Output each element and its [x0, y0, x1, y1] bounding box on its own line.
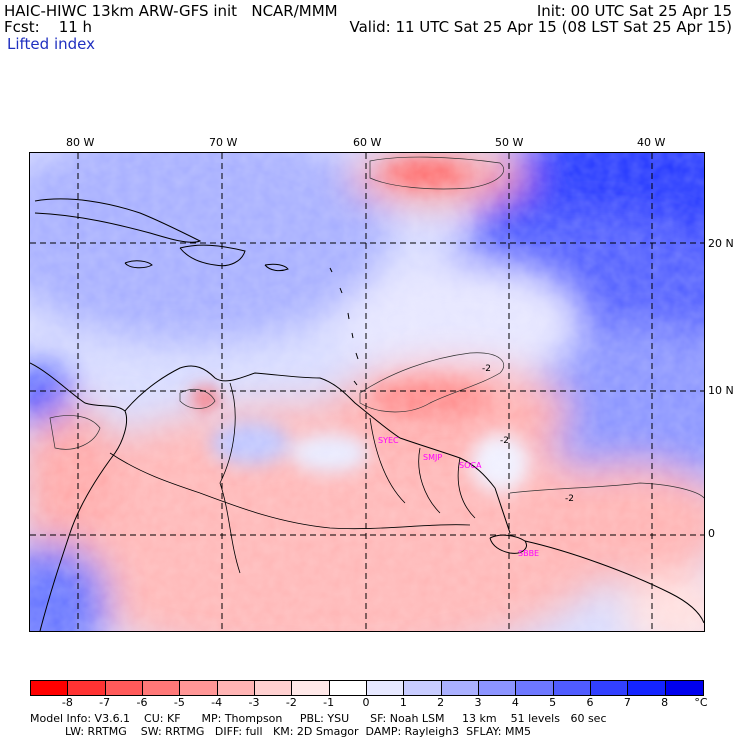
forecast-hour: Fcst: 11 h: [4, 18, 93, 36]
contours: [49, 156, 704, 499]
colorbar-tick-label: -8: [61, 696, 73, 709]
colorbar-swatch: [403, 680, 442, 696]
colorbar-swatch: [366, 680, 405, 696]
colorbar-tick-label: -6: [136, 696, 148, 709]
colorbar-swatch: [179, 680, 218, 696]
colorbar-tick-label: 7: [623, 696, 631, 709]
model-info-line2: LW: RRTMG SW: RRTMG DIFF: full KM: 2D Sm…: [30, 725, 531, 738]
contour-label: -2: [500, 436, 509, 446]
colorbar-tick-label: -2: [285, 696, 297, 709]
field-texture: [30, 153, 704, 631]
colorbar-swatch: [590, 680, 629, 696]
lifted-index-map[interactable]: -2 -2 -2 SYEC SMJP SOCA SBBE: [29, 152, 705, 632]
lat-label-20n: 20 N: [708, 237, 734, 250]
colorbar-swatch: [291, 680, 330, 696]
init-time: Init: 00 UTC Sat 25 Apr 15: [536, 2, 732, 20]
colorbar-tick-label: 6: [586, 696, 594, 709]
lat-label-0: 0: [708, 527, 715, 540]
colorbar-tick-label: 0: [362, 696, 370, 709]
station-label: SOCA: [459, 461, 482, 470]
valid-time: Valid: 11 UTC Sat 25 Apr 15 (08 LST Sat …: [349, 18, 732, 36]
coastlines: [30, 198, 704, 631]
colorbar-swatch: [67, 680, 106, 696]
station-label: SYEC: [378, 436, 399, 445]
colorbar-tick-label: 2: [437, 696, 445, 709]
model-info-line1: Model Info: V3.6.1 CU: KF MP: Thompson P…: [30, 712, 607, 725]
lon-label-40w: 40 W: [637, 136, 666, 149]
colorbar-tick-label: -4: [211, 696, 223, 709]
station-label: SMJP: [423, 453, 442, 462]
colorbar-swatch: [515, 680, 554, 696]
colorbar-tick-label: 4: [511, 696, 519, 709]
colorbar-unit: °C: [694, 696, 708, 709]
colorbar-swatch: [30, 680, 69, 696]
colorbar-swatch: [664, 680, 704, 696]
colorbar-tick-label: 5: [549, 696, 557, 709]
colorbar-swatch: [627, 680, 666, 696]
station-label: SBBE: [518, 549, 539, 558]
colorbar-swatch: [552, 680, 591, 696]
borders: [109, 382, 476, 574]
colorbar-swatch: [254, 680, 293, 696]
lon-label-50w: 50 W: [495, 136, 524, 149]
colorbar-swatch: [142, 680, 181, 696]
contour-label: -2: [565, 494, 574, 504]
lon-label-80w: 80 W: [66, 136, 95, 149]
colorbar-tick-label: 8: [661, 696, 669, 709]
colorbar-swatch: [216, 680, 255, 696]
field-name: Lifted index: [7, 35, 95, 53]
colorbar-tick-label: 3: [474, 696, 482, 709]
colorbar-tick-label: 1: [399, 696, 407, 709]
colorbar-swatch: [104, 680, 143, 696]
model-title: HAIC-HIWC 13km ARW-GFS init NCAR/MMM: [4, 2, 338, 20]
colorbar-swatch: [478, 680, 517, 696]
lon-label-70w: 70 W: [209, 136, 238, 149]
colorbar-tick-label: -1: [323, 696, 335, 709]
colorbar-tick-label: -5: [173, 696, 185, 709]
lat-label-10n: 10 N: [708, 384, 734, 397]
colorbar-swatch: [440, 680, 479, 696]
map-canvas: -2 -2 -2 SYEC SMJP SOCA SBBE: [30, 153, 704, 631]
lon-label-60w: 60 W: [353, 136, 382, 149]
graticule: [30, 153, 704, 631]
contour-label: -2: [482, 364, 491, 374]
colorbar-swatch: [328, 680, 367, 696]
colorbar-tick-label: -7: [99, 696, 111, 709]
colorbar-tick-label: -3: [248, 696, 260, 709]
